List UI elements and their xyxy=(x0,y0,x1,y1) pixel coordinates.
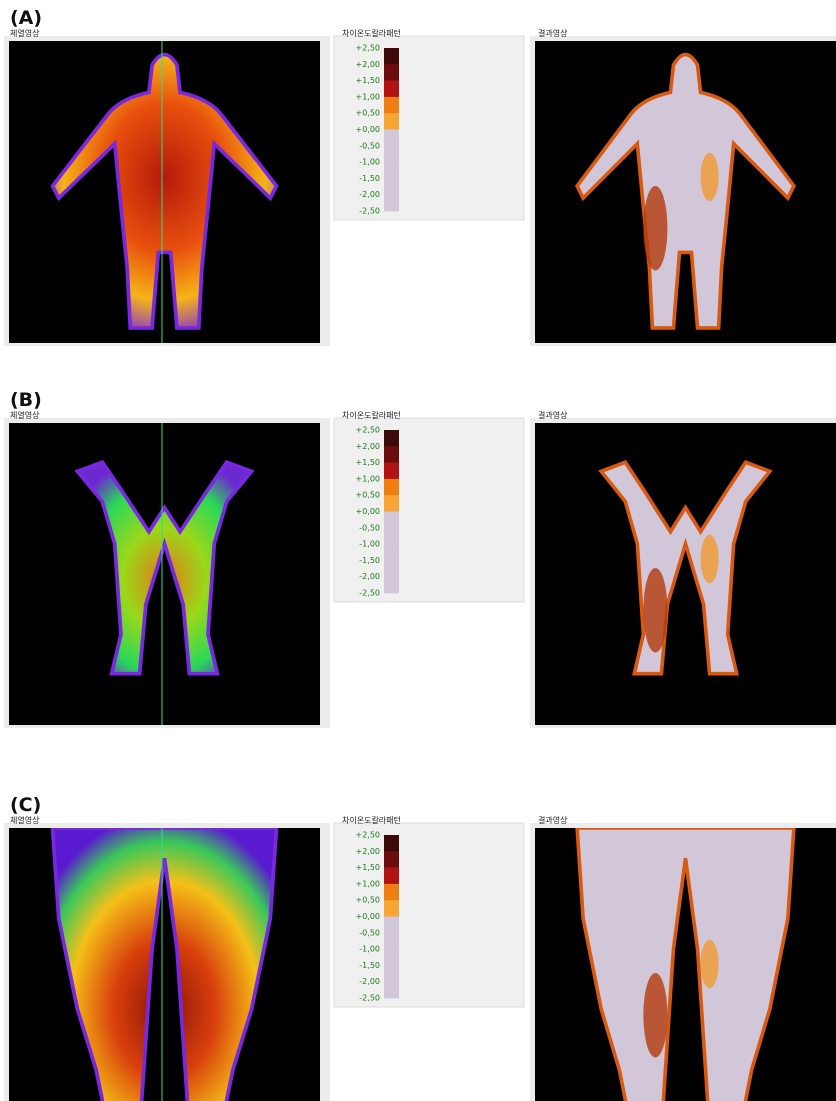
scale-label: -1,00 xyxy=(359,540,380,549)
panel-label: (B) xyxy=(10,389,42,411)
scale-title: 차이온도칼라패턴 xyxy=(342,815,401,825)
thermal-image xyxy=(9,423,320,725)
thermal-title: 체열영상 xyxy=(10,815,40,825)
panel-label: (A) xyxy=(10,7,42,29)
scale-label: -2,00 xyxy=(359,572,380,581)
scale-label: -2,00 xyxy=(359,190,380,199)
scale-segment xyxy=(384,965,399,982)
scale-label: +1,50 xyxy=(355,863,380,872)
scale-segment xyxy=(384,560,399,577)
scale-segment xyxy=(384,949,399,966)
scale-segment xyxy=(384,446,399,463)
panel-label: (C) xyxy=(10,794,41,816)
scale-segment xyxy=(384,868,399,885)
scale-label: +0,00 xyxy=(355,507,380,516)
scale-label: -1,00 xyxy=(359,945,380,954)
scale-segment xyxy=(384,130,399,147)
scale-label: -0,50 xyxy=(359,141,380,150)
scale-label: +2,00 xyxy=(355,60,380,69)
thermal-title: 체열영상 xyxy=(10,410,40,420)
scale-segment xyxy=(384,512,399,529)
scale-segment xyxy=(384,479,399,496)
scale-segment xyxy=(384,195,399,212)
scale-title: 차이온도칼라패턴 xyxy=(342,28,401,38)
scale-segment xyxy=(384,851,399,868)
result-title: 결과영상 xyxy=(538,410,568,420)
result-hot-area xyxy=(701,940,719,988)
scale-label: -0,50 xyxy=(359,928,380,937)
scale-segment xyxy=(384,933,399,950)
scale-segment xyxy=(384,884,399,901)
scale-segment xyxy=(384,430,399,447)
scale-label: +0,50 xyxy=(355,896,380,905)
figure: (A)체열영상차이온도칼라패턴+2,50+2,00+1,50+1,00+0,50… xyxy=(0,0,836,1101)
panel: (C)체열영상 차이온도칼라패턴 +2,50 +2,00 +1,50 +1,00 +0,50… xyxy=(4,794,836,1101)
scale-segment xyxy=(384,982,399,999)
scale-segment xyxy=(384,544,399,561)
result-image xyxy=(535,423,836,725)
scale-label: -2,50 xyxy=(359,589,380,598)
result-title: 결과영상 xyxy=(538,28,568,38)
scale-label: -2,50 xyxy=(359,207,380,216)
scale-label: -1,00 xyxy=(359,158,380,167)
result-title: 결과영상 xyxy=(538,815,568,825)
scale-label: +1,00 xyxy=(355,92,380,101)
scale-label: +0,50 xyxy=(355,491,380,500)
scale-label: -1,50 xyxy=(359,174,380,183)
panel: (B)체열영상 차이온도칼라패턴 +2,50 +2,00 +1,50 +1,00 +0,50… xyxy=(4,389,836,728)
scale-segment xyxy=(384,162,399,179)
result-hot-area xyxy=(701,153,719,201)
scale-segment xyxy=(384,81,399,98)
scale-title: 차이온도칼라패턴 xyxy=(342,410,401,420)
scale-segment xyxy=(384,917,399,934)
scale-segment xyxy=(384,463,399,480)
scale-label: +2,00 xyxy=(355,847,380,856)
result-hot-area xyxy=(643,568,667,653)
panel: (A)체열영상 차이온도칼라패턴 +2,50 +2,00 +1,50 +1,00 +0,50… xyxy=(4,7,836,346)
scale-segment xyxy=(384,146,399,163)
scale-segment xyxy=(384,900,399,917)
scale-segment xyxy=(384,495,399,512)
scale-label: +2,50 xyxy=(355,44,380,53)
scale-label: +2,00 xyxy=(355,442,380,451)
scale-label: +0,50 xyxy=(355,109,380,118)
scale-segment xyxy=(384,48,399,65)
scale-label: +0,00 xyxy=(355,912,380,921)
scale-label: -2,50 xyxy=(359,994,380,1003)
scale-label: -1,50 xyxy=(359,961,380,970)
scale-label: +1,50 xyxy=(355,458,380,467)
scale-label: +0,00 xyxy=(355,125,380,134)
scale-label: -1,50 xyxy=(359,556,380,565)
scale-label: -0,50 xyxy=(359,523,380,532)
scale-segment xyxy=(384,64,399,81)
scale-segment xyxy=(384,528,399,545)
scale-label: +2,50 xyxy=(355,831,380,840)
scale-label: +1,00 xyxy=(355,879,380,888)
scale-segment xyxy=(384,97,399,114)
result-hot-area xyxy=(643,186,667,271)
scale-segment xyxy=(384,113,399,130)
thermal-title: 체열영상 xyxy=(10,28,40,38)
scale-label: +1,00 xyxy=(355,474,380,483)
scale-label: +1,50 xyxy=(355,76,380,85)
result-hot-area xyxy=(701,535,719,583)
scale-segment xyxy=(384,577,399,594)
result-hot-area xyxy=(643,973,667,1058)
scale-label: +2,50 xyxy=(355,426,380,435)
scale-label: -2,00 xyxy=(359,977,380,986)
scale-segment xyxy=(384,178,399,195)
scale-segment xyxy=(384,835,399,852)
